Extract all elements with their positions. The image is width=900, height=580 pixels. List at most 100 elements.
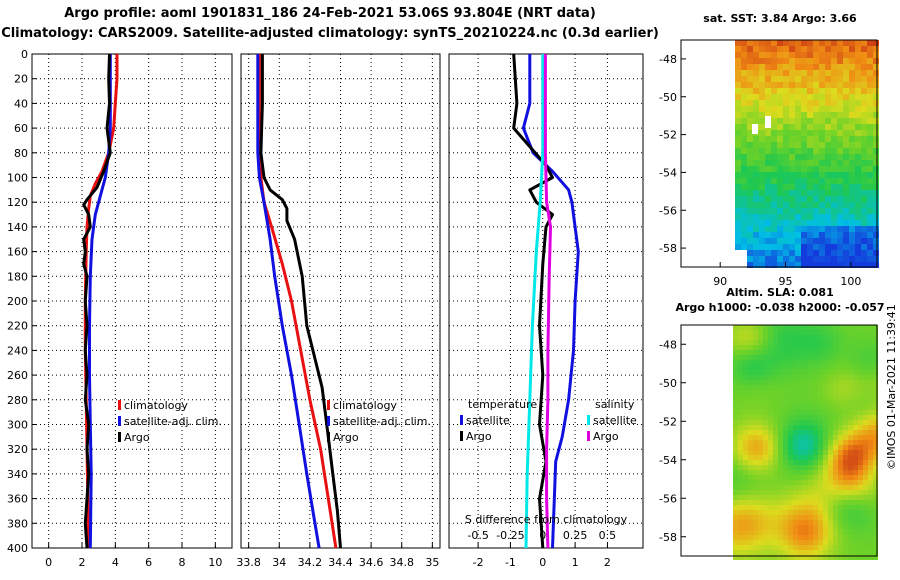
- sst-cell: [795, 184, 801, 190]
- sst-cell: [795, 148, 801, 154]
- sla-cell: [793, 465, 798, 470]
- sst-cell: [795, 232, 801, 238]
- sst-cell: [831, 166, 837, 172]
- sla-cell: [868, 495, 873, 500]
- sla-cell: [803, 425, 808, 430]
- sst-cell: [855, 136, 861, 142]
- sst-cell: [735, 106, 741, 112]
- sla-cell: [853, 340, 858, 345]
- sst-cell: [867, 190, 873, 196]
- sst-cell: [825, 142, 831, 148]
- sst-cell: [765, 250, 771, 256]
- sla-cell: [808, 415, 813, 420]
- sst-cell: [843, 136, 849, 142]
- sla-cell: [778, 455, 783, 460]
- sst-cell: [843, 178, 849, 184]
- sst-cell: [861, 220, 867, 226]
- sla-cell: [753, 385, 758, 390]
- sst-cell: [855, 232, 861, 238]
- sla-cell: [758, 555, 763, 560]
- sst-cell: [813, 70, 819, 76]
- sla-cell: [863, 385, 868, 390]
- sla-cell: [813, 330, 818, 335]
- sla-cell: [793, 395, 798, 400]
- sla-cell: [838, 545, 843, 550]
- sla-cell: [818, 395, 823, 400]
- sst-nodata-patch: [752, 124, 758, 134]
- x-tick-label: 4: [112, 556, 119, 569]
- sla-cell: [858, 545, 863, 550]
- sla-cell: [788, 445, 793, 450]
- sla-cell: [828, 520, 833, 525]
- sla-cell: [818, 475, 823, 480]
- sla-cell: [853, 490, 858, 495]
- sla-cell: [743, 335, 748, 340]
- sla-cell: [758, 445, 763, 450]
- sst-cell: [771, 214, 777, 220]
- sla-cell: [813, 445, 818, 450]
- sla-cell: [833, 430, 838, 435]
- sla-cell: [848, 420, 853, 425]
- sst-cell: [765, 160, 771, 166]
- sst-cell: [807, 148, 813, 154]
- sla-cell: [788, 440, 793, 445]
- sla-cell: [733, 390, 738, 395]
- sla-cell: [753, 425, 758, 430]
- y-tick-label: 200: [7, 295, 28, 308]
- sla-cell: [863, 425, 868, 430]
- sst-cell: [849, 130, 855, 136]
- sla-cell: [858, 515, 863, 520]
- sst-cell: [747, 232, 753, 238]
- sst-cell: [825, 208, 831, 214]
- sla-cell: [773, 345, 778, 350]
- sla-y-tick-label: -54: [659, 454, 677, 467]
- sla-cell: [828, 475, 833, 480]
- sla-cell: [748, 465, 753, 470]
- sla-cell: [843, 405, 848, 410]
- sla-cell: [858, 360, 863, 365]
- sla-cell: [818, 520, 823, 525]
- sst-cell: [801, 202, 807, 208]
- sst-cell: [759, 76, 765, 82]
- sla-cell: [848, 490, 853, 495]
- sst-x-tick-label: 90: [713, 275, 727, 288]
- sst-cell: [789, 76, 795, 82]
- sst-cell: [861, 250, 867, 256]
- sla-cell: [803, 370, 808, 375]
- sla-cell: [853, 380, 858, 385]
- y-tick-label: 60: [14, 122, 28, 135]
- sst-cell: [855, 82, 861, 88]
- sla-cell: [758, 425, 763, 430]
- sst-cell: [837, 238, 843, 244]
- sla-cell: [788, 410, 793, 415]
- sla-cell: [788, 465, 793, 470]
- sla-cell: [768, 460, 773, 465]
- sla-cell: [738, 545, 743, 550]
- sst-cell: [843, 202, 849, 208]
- sla-cell: [828, 405, 833, 410]
- sla-cell: [818, 375, 823, 380]
- sst-cell: [825, 52, 831, 58]
- sla-cell: [833, 470, 838, 475]
- sla-cell: [743, 360, 748, 365]
- sla-cell: [863, 540, 868, 545]
- sla-cell: [828, 490, 833, 495]
- sla-cell: [753, 505, 758, 510]
- secondary-tick-label: -0.25: [496, 529, 524, 542]
- sla-cell: [793, 490, 798, 495]
- sla-cell: [848, 525, 853, 530]
- sst-cell: [855, 46, 861, 52]
- sla-cell: [733, 395, 738, 400]
- sla-cell: [848, 510, 853, 515]
- sla-cell: [778, 505, 783, 510]
- sla-cell: [823, 415, 828, 420]
- sla-cell: [843, 375, 848, 380]
- sst-cell: [807, 118, 813, 124]
- sst-cell: [789, 82, 795, 88]
- sla-cell: [778, 495, 783, 500]
- sst-cell: [789, 100, 795, 106]
- sla-cell: [753, 325, 758, 330]
- sla-cell: [833, 465, 838, 470]
- sst-cell: [777, 64, 783, 70]
- sst-cell: [795, 250, 801, 256]
